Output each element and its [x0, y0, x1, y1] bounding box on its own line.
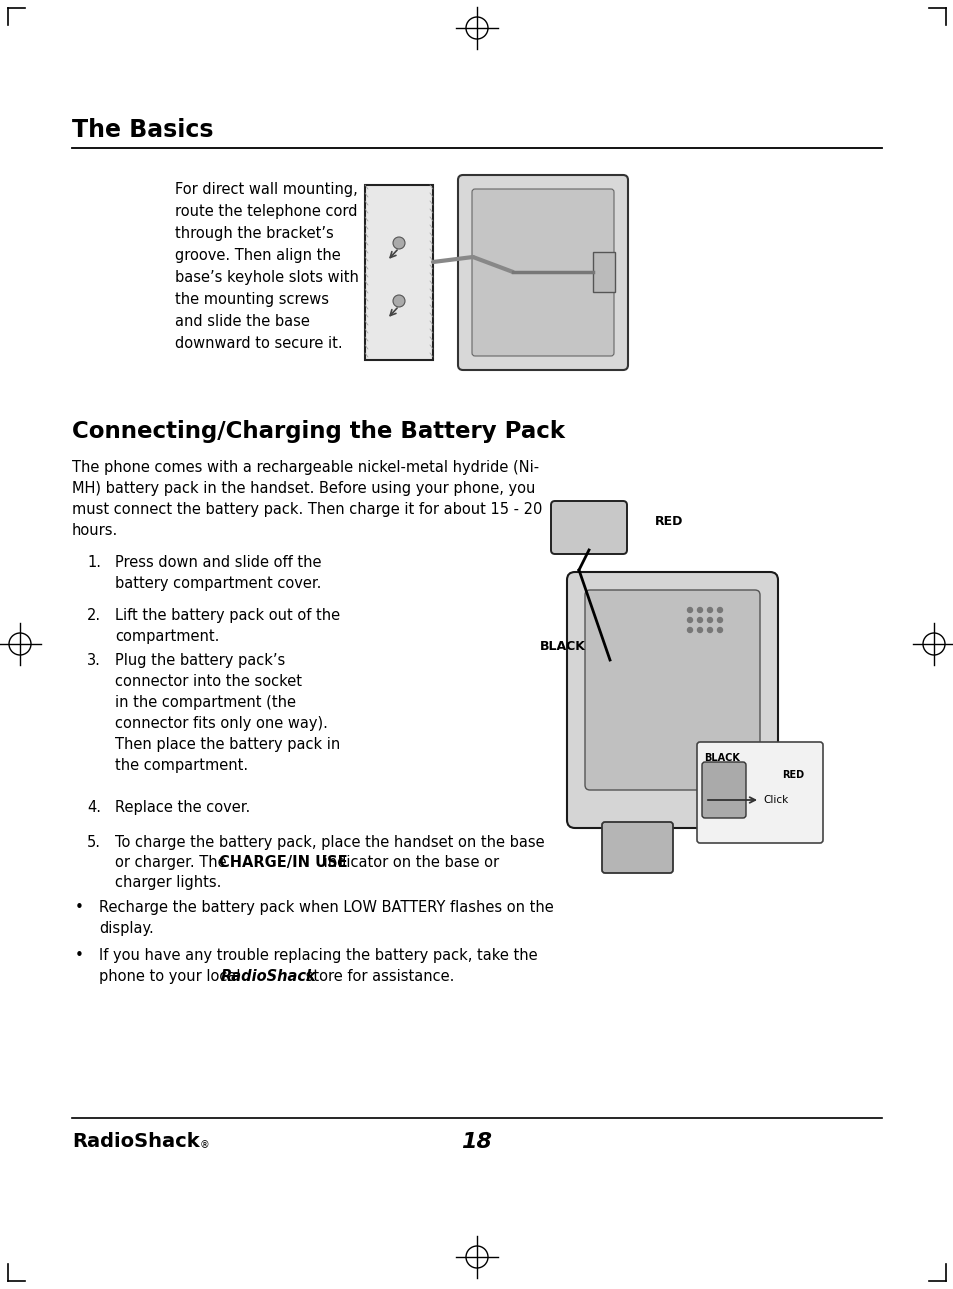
FancyBboxPatch shape [601, 822, 672, 873]
Text: groove. Then align the: groove. Then align the [174, 247, 340, 263]
Text: The Basics: The Basics [71, 119, 213, 142]
FancyBboxPatch shape [457, 175, 627, 370]
Text: and slide the base: and slide the base [174, 315, 310, 329]
Text: or charger. The: or charger. The [115, 855, 231, 870]
Circle shape [687, 628, 692, 633]
Text: Lift the battery pack out of the
compartment.: Lift the battery pack out of the compart… [115, 608, 340, 644]
Text: base’s keyhole slots with: base’s keyhole slots with [174, 269, 358, 285]
Text: 5.: 5. [87, 835, 101, 849]
Text: phone to your local: phone to your local [99, 969, 245, 984]
FancyBboxPatch shape [472, 189, 614, 356]
Text: BLACK: BLACK [539, 641, 585, 654]
Circle shape [393, 295, 405, 307]
Circle shape [717, 617, 721, 623]
Circle shape [717, 607, 721, 612]
Bar [593, 253, 615, 293]
Text: the mounting screws: the mounting screws [174, 293, 329, 307]
Text: through the bracket’s: through the bracket’s [174, 226, 334, 241]
Circle shape [697, 628, 701, 633]
Text: RED: RED [781, 770, 803, 780]
FancyBboxPatch shape [551, 501, 626, 554]
FancyBboxPatch shape [566, 572, 778, 828]
Text: If you have any trouble replacing the battery pack, take the: If you have any trouble replacing the ba… [99, 947, 537, 963]
Text: hours.: hours. [71, 523, 118, 538]
Text: indicator on the base or: indicator on the base or [318, 855, 498, 870]
Circle shape [393, 237, 405, 249]
FancyBboxPatch shape [584, 590, 760, 790]
Text: 2.: 2. [87, 608, 101, 623]
Text: must connect the battery pack. Then charge it for about 15 - 20: must connect the battery pack. Then char… [71, 501, 542, 517]
Text: RED: RED [655, 516, 682, 528]
Circle shape [697, 617, 701, 623]
Text: 3.: 3. [87, 654, 101, 668]
Text: 1.: 1. [87, 556, 101, 570]
Text: CHARGE/IN USE: CHARGE/IN USE [219, 855, 347, 870]
Circle shape [717, 628, 721, 633]
Circle shape [687, 607, 692, 612]
Text: 18: 18 [461, 1132, 492, 1152]
Text: •: • [75, 947, 84, 963]
Text: ®: ® [200, 1139, 210, 1150]
Text: store for assistance.: store for assistance. [301, 969, 454, 984]
Text: MH) battery pack in the handset. Before using your phone, you: MH) battery pack in the handset. Before … [71, 481, 535, 496]
Circle shape [687, 617, 692, 623]
Text: BLACK: BLACK [703, 753, 740, 763]
FancyBboxPatch shape [697, 742, 822, 843]
Text: route the telephone cord: route the telephone cord [174, 204, 357, 219]
FancyBboxPatch shape [365, 186, 433, 360]
Text: Click: Click [762, 795, 787, 806]
Text: Plug the battery pack’s
connector into the socket
in the compartment (the
connec: Plug the battery pack’s connector into t… [115, 654, 340, 773]
Text: RadioShack: RadioShack [71, 1132, 199, 1151]
Text: The phone comes with a rechargeable nickel-metal hydride (Ni-: The phone comes with a rechargeable nick… [71, 460, 538, 476]
Circle shape [707, 617, 712, 623]
Text: RadioShack: RadioShack [221, 969, 316, 984]
Text: To charge the battery pack, place the handset on the base: To charge the battery pack, place the ha… [115, 835, 544, 849]
Text: Recharge the battery pack when LOW BATTERY flashes on the
display.: Recharge the battery pack when LOW BATTE… [99, 900, 553, 936]
Text: 4.: 4. [87, 800, 101, 815]
Text: charger lights.: charger lights. [115, 875, 221, 889]
Circle shape [707, 628, 712, 633]
Text: •: • [75, 900, 84, 915]
Text: Connecting/Charging the Battery Pack: Connecting/Charging the Battery Pack [71, 420, 564, 443]
Circle shape [707, 607, 712, 612]
Text: Press down and slide off the
battery compartment cover.: Press down and slide off the battery com… [115, 556, 321, 590]
Text: Replace the cover.: Replace the cover. [115, 800, 250, 815]
Circle shape [697, 607, 701, 612]
FancyBboxPatch shape [701, 762, 745, 819]
Text: For direct wall mounting,: For direct wall mounting, [174, 182, 357, 197]
Text: downward to secure it.: downward to secure it. [174, 336, 342, 351]
